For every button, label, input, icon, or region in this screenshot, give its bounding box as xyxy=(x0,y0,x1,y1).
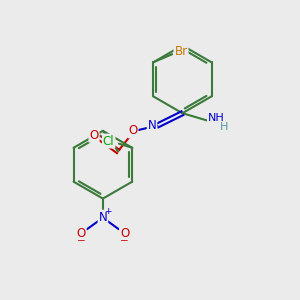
Text: −: − xyxy=(120,236,129,246)
Text: NH: NH xyxy=(208,113,225,124)
Text: O: O xyxy=(120,227,129,240)
Text: +: + xyxy=(104,207,112,216)
Text: −: − xyxy=(77,236,85,246)
Text: Br: Br xyxy=(175,45,188,58)
Text: N: N xyxy=(98,211,107,224)
Text: H: H xyxy=(220,122,228,132)
Text: N: N xyxy=(148,119,156,132)
Text: Cl: Cl xyxy=(103,134,115,148)
Text: O: O xyxy=(89,129,99,142)
Text: O: O xyxy=(76,227,86,240)
Text: O: O xyxy=(128,124,137,137)
